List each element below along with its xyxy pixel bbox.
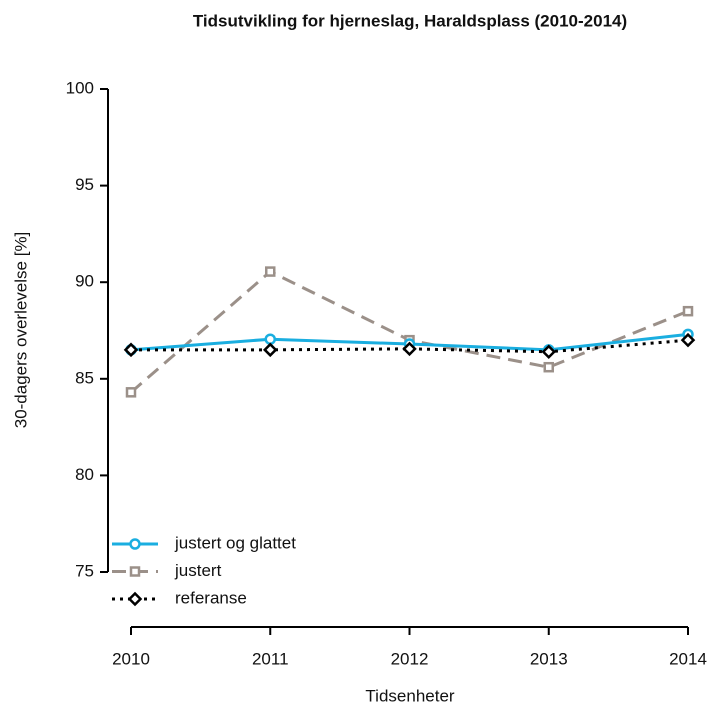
data-point bbox=[541, 344, 557, 360]
data-point bbox=[264, 333, 276, 345]
data-point bbox=[402, 341, 417, 357]
x-tick-label: 2012 bbox=[391, 649, 429, 668]
legend-marker bbox=[129, 538, 141, 550]
legend-marker bbox=[127, 591, 143, 607]
x-tick-label: 2014 bbox=[669, 649, 707, 668]
series-line bbox=[130, 269, 689, 394]
x-tick-label: 2010 bbox=[112, 649, 150, 668]
data-point bbox=[680, 332, 696, 348]
y-axis-label: 30-dagers overlevelse [%] bbox=[11, 232, 30, 429]
data-point bbox=[543, 361, 554, 373]
legend-label: justert bbox=[174, 561, 222, 580]
legend-marker bbox=[129, 566, 141, 577]
data-point bbox=[265, 266, 276, 277]
legend-label: justert og glattet bbox=[174, 533, 296, 552]
x-tick-label: 2011 bbox=[252, 649, 289, 668]
x-tick-label: 2013 bbox=[530, 649, 568, 668]
data-point bbox=[262, 342, 278, 358]
y-tick-label: 75 bbox=[75, 561, 94, 580]
x-axis-label: Tidsenheter bbox=[365, 686, 454, 705]
y-tick-label: 85 bbox=[75, 368, 94, 387]
y-tick-label: 90 bbox=[75, 272, 94, 291]
y-tick-label: 95 bbox=[75, 175, 94, 194]
legend-label: referanse bbox=[175, 588, 247, 607]
data-point bbox=[125, 387, 137, 398]
y-tick-label: 80 bbox=[75, 465, 94, 484]
data-point bbox=[123, 342, 139, 358]
y-tick-label: 100 bbox=[66, 78, 94, 97]
data-point bbox=[682, 305, 694, 317]
series-line bbox=[131, 338, 689, 354]
chart-title: Tidsutvikling for hjerneslag, Haraldspla… bbox=[193, 11, 627, 30]
